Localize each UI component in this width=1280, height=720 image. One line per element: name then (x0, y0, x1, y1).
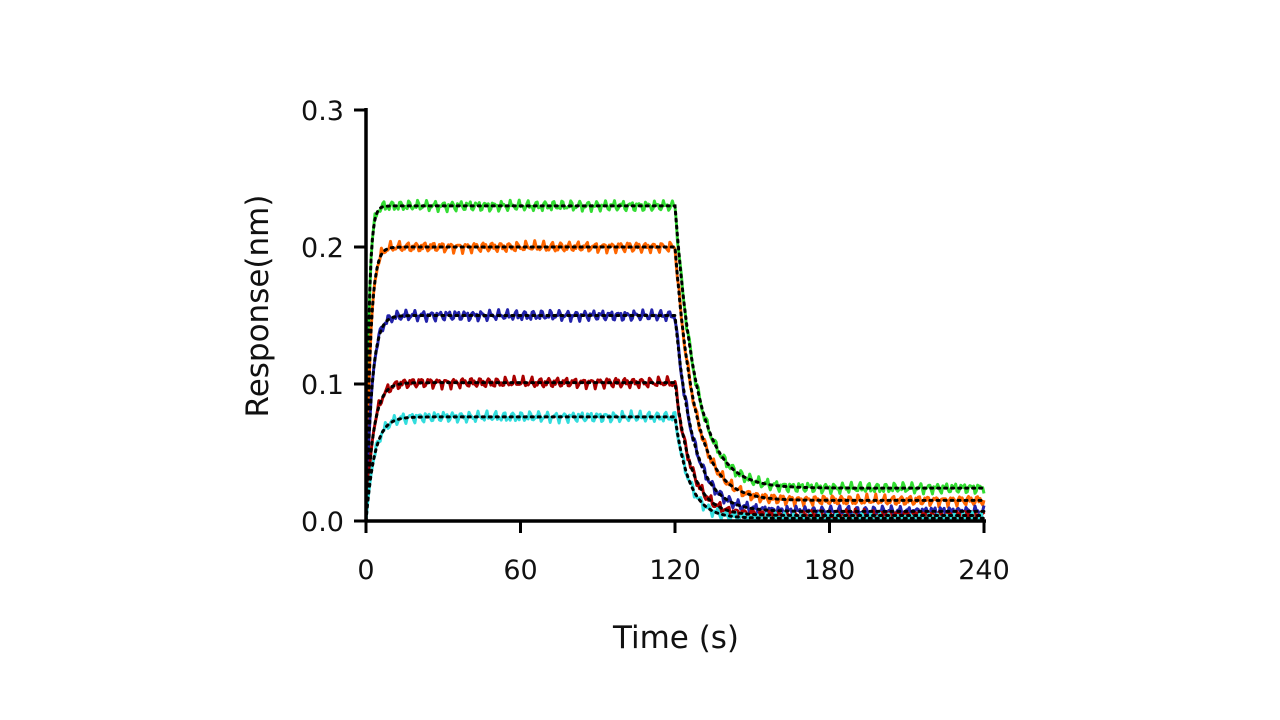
x-axis-title: Time (s) (612, 620, 739, 656)
fit-line (364, 381, 986, 523)
x-axis: 0 60 120 180 240 (357, 519, 1010, 586)
x-tick-label: 0 (357, 555, 374, 586)
x-tick-label: 240 (958, 555, 1010, 586)
y-tick-label: 0.2 (301, 233, 344, 264)
x-tick-label: 120 (649, 555, 701, 586)
y-axis-title: Response(nm) (240, 195, 276, 418)
fit-line (364, 314, 986, 523)
fit-line (364, 245, 986, 523)
y-tick-label: 0.3 (301, 96, 344, 127)
y-tick-label: 0.1 (301, 370, 344, 401)
fit-line (364, 415, 986, 523)
fit-line (364, 204, 986, 523)
plot-area (364, 198, 986, 523)
y-tick-label: 0.0 (301, 507, 344, 538)
x-tick-label: 180 (804, 555, 856, 586)
x-tick-label: 60 (503, 555, 537, 586)
series-line (364, 409, 986, 523)
y-axis: 0.0 0.1 0.2 0.3 (301, 96, 368, 538)
